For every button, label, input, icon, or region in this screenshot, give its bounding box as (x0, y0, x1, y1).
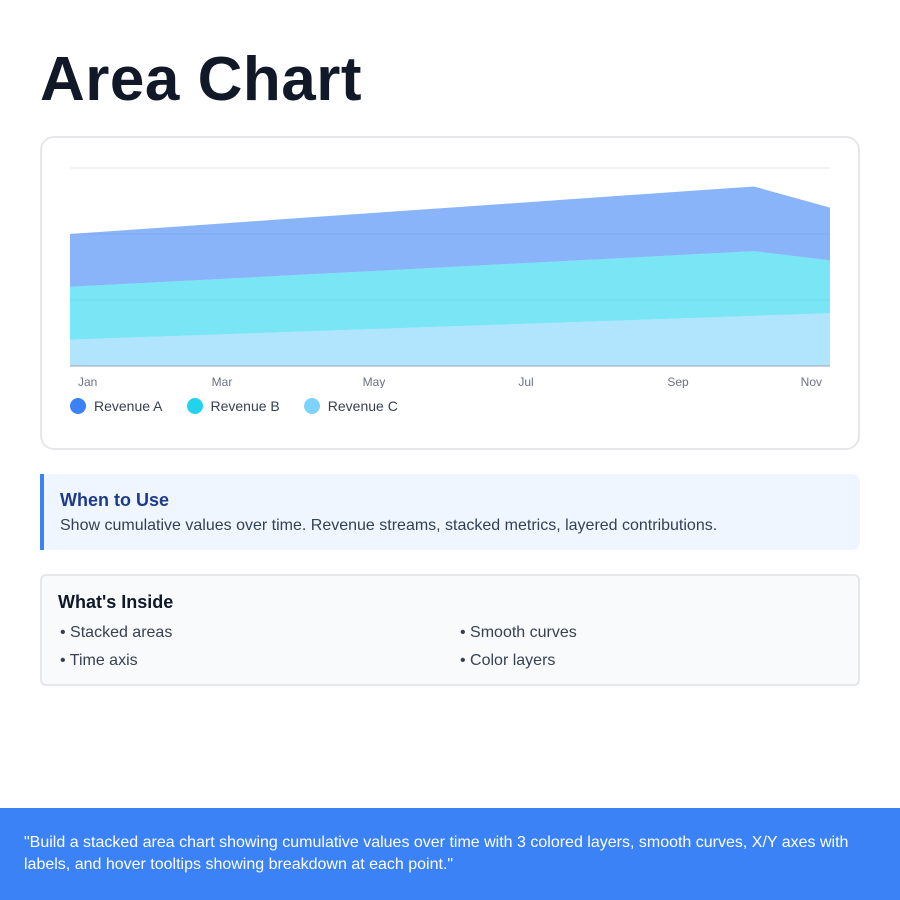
x-tick-label: Nov (801, 375, 822, 388)
x-tick-label: Jul (518, 375, 533, 388)
legend-item-revenue-c[interactable]: Revenue C (303, 398, 398, 414)
area-revenue-c[interactable] (70, 313, 830, 366)
whats-inside-card: What's Inside • Stacked areas • Smooth c… (40, 574, 860, 686)
prompt-banner: "Build a stacked area chart showing cumu… (0, 808, 900, 900)
when-to-use-card: When to Use Show cumulative values over … (40, 474, 860, 550)
feature-item-stacked-areas: • Stacked areas (60, 624, 173, 641)
whats-inside-title: What's Inside (58, 592, 174, 612)
prompt-text: "Build a stacked area chart showing cumu… (24, 834, 849, 873)
legend-item-revenue-b[interactable]: Revenue B (186, 398, 280, 414)
legend-label: Revenue A (94, 398, 163, 414)
x-tick-label: Mar (212, 375, 233, 388)
chart-legend: Revenue A Revenue B Revenue C (70, 398, 398, 414)
feature-item-smooth-curves: • Smooth curves (460, 624, 577, 641)
legend-dot-icon (186, 398, 203, 414)
x-tick-label: Sep (667, 375, 689, 388)
chart-card: Jan Mar May Jul Sep Nov Revenue A Revenue B Rev… (40, 136, 860, 450)
feature-item-color-layers: • Color layers (460, 652, 556, 669)
when-to-use-text: Show cumulative values over time. Revenu… (60, 517, 718, 534)
x-tick-label: May (363, 375, 386, 388)
feature-item-time-axis: • Time axis (60, 652, 138, 669)
legend-dot-icon (70, 398, 86, 414)
page-title: Area Chart (40, 45, 362, 114)
x-tick-label: Jan (78, 375, 97, 388)
legend-item-revenue-a[interactable]: Revenue A (70, 398, 163, 414)
when-to-use-title: When to Use (60, 490, 170, 510)
area-chart[interactable]: Jan Mar May Jul Sep Nov (42, 138, 858, 388)
legend-label: Revenue B (210, 398, 280, 414)
area-revenue-b[interactable] (70, 251, 830, 340)
legend-label: Revenue C (327, 398, 398, 414)
area-revenue-a[interactable] (70, 186, 830, 287)
legend-dot-icon (303, 398, 320, 414)
